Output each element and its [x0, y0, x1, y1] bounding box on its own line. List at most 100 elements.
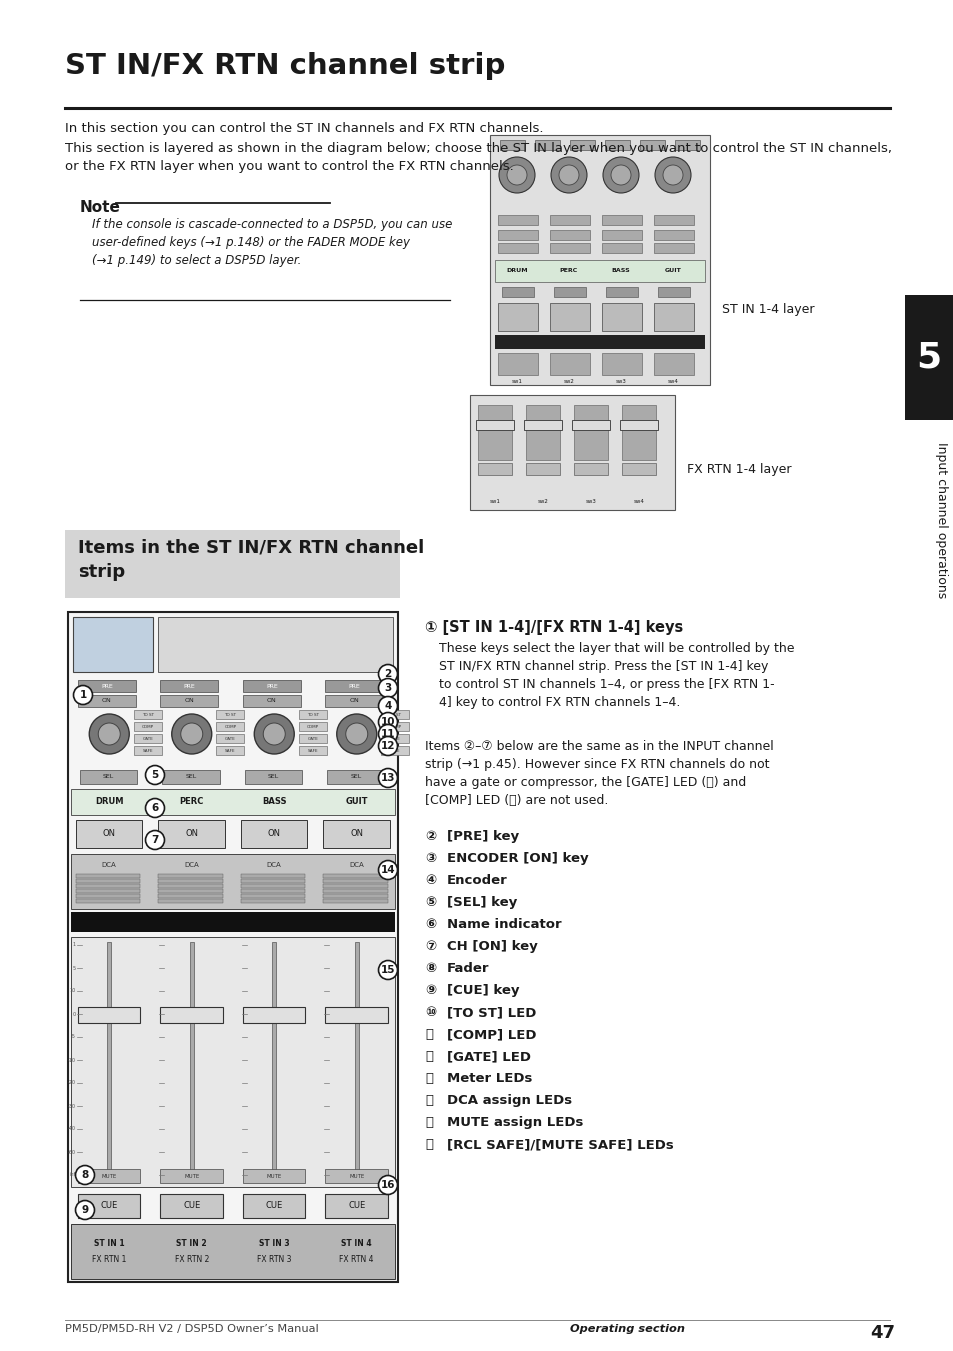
Circle shape: [378, 736, 397, 755]
Text: GATE: GATE: [225, 736, 235, 740]
FancyBboxPatch shape: [241, 884, 305, 888]
Text: 47: 47: [869, 1324, 894, 1342]
Text: ON: ON: [102, 698, 112, 704]
FancyBboxPatch shape: [476, 420, 514, 430]
FancyBboxPatch shape: [216, 746, 244, 755]
FancyBboxPatch shape: [243, 694, 300, 707]
Text: ON: ON: [349, 698, 359, 704]
FancyBboxPatch shape: [243, 1169, 305, 1183]
Text: ST IN 4: ST IN 4: [341, 1239, 372, 1248]
Circle shape: [610, 165, 630, 185]
Circle shape: [263, 723, 285, 744]
Text: 15: 15: [380, 965, 395, 975]
FancyBboxPatch shape: [298, 734, 327, 743]
FancyBboxPatch shape: [133, 734, 162, 743]
Text: -20: -20: [68, 1081, 76, 1085]
Text: SAFE: SAFE: [225, 748, 235, 753]
FancyBboxPatch shape: [619, 420, 658, 430]
FancyBboxPatch shape: [550, 243, 589, 253]
Text: 14: 14: [380, 865, 395, 875]
FancyBboxPatch shape: [216, 721, 244, 731]
FancyBboxPatch shape: [325, 1194, 388, 1219]
Circle shape: [655, 157, 690, 193]
Circle shape: [378, 678, 397, 697]
FancyBboxPatch shape: [654, 215, 693, 226]
Text: [CUE] key: [CUE] key: [447, 984, 519, 997]
FancyBboxPatch shape: [241, 820, 307, 848]
FancyBboxPatch shape: [535, 141, 559, 150]
Text: -10: -10: [68, 1058, 76, 1062]
Text: PRE: PRE: [266, 684, 277, 689]
Text: DCA: DCA: [267, 862, 281, 867]
Text: ⑭: ⑭: [424, 1094, 433, 1106]
FancyBboxPatch shape: [71, 912, 395, 932]
Text: DRUM: DRUM: [506, 269, 527, 273]
Text: Note: Note: [80, 200, 121, 215]
Circle shape: [602, 157, 639, 193]
Text: 8: 8: [81, 1170, 89, 1179]
Circle shape: [336, 713, 376, 754]
Text: This section is layered as shown in the diagram below; choose the ST IN layer wh: This section is layered as shown in the …: [65, 142, 891, 173]
FancyBboxPatch shape: [241, 880, 305, 884]
Text: Operating section: Operating section: [569, 1324, 684, 1333]
FancyBboxPatch shape: [569, 141, 595, 150]
Text: SEL: SEL: [351, 774, 361, 780]
Text: 5: 5: [72, 966, 76, 970]
Text: GUIT: GUIT: [664, 269, 680, 273]
Circle shape: [146, 766, 164, 785]
Text: 1: 1: [72, 943, 76, 947]
Text: PERC: PERC: [179, 797, 204, 807]
Text: Meter LEDs: Meter LEDs: [447, 1071, 532, 1085]
Text: 16: 16: [380, 1179, 395, 1190]
Text: sw1: sw1: [489, 499, 500, 504]
FancyBboxPatch shape: [675, 141, 700, 150]
FancyBboxPatch shape: [241, 898, 305, 902]
FancyBboxPatch shape: [604, 141, 629, 150]
FancyBboxPatch shape: [658, 286, 689, 297]
Text: sw2: sw2: [537, 499, 548, 504]
Text: CUE: CUE: [183, 1201, 200, 1210]
Text: FX RTN 3: FX RTN 3: [256, 1255, 292, 1265]
FancyBboxPatch shape: [162, 770, 220, 784]
FancyBboxPatch shape: [160, 680, 218, 692]
Text: ⑨: ⑨: [424, 984, 436, 997]
FancyBboxPatch shape: [78, 680, 135, 692]
FancyBboxPatch shape: [497, 230, 537, 240]
FancyBboxPatch shape: [158, 617, 393, 671]
FancyBboxPatch shape: [323, 820, 390, 848]
FancyBboxPatch shape: [76, 874, 140, 878]
Text: ST IN 1-4 layer: ST IN 1-4 layer: [721, 304, 814, 316]
Text: MUTE: MUTE: [184, 1174, 199, 1178]
Text: ST IN/FX RTN channel strip: ST IN/FX RTN channel strip: [65, 51, 505, 80]
FancyBboxPatch shape: [80, 770, 137, 784]
FancyBboxPatch shape: [325, 680, 383, 692]
Text: These keys select the layer that will be controlled by the
ST IN/FX RTN channel : These keys select the layer that will be…: [438, 642, 794, 709]
FancyBboxPatch shape: [158, 874, 223, 878]
FancyBboxPatch shape: [158, 889, 223, 893]
Circle shape: [498, 157, 535, 193]
FancyBboxPatch shape: [216, 734, 244, 743]
Circle shape: [558, 165, 578, 185]
FancyBboxPatch shape: [160, 1194, 223, 1219]
FancyBboxPatch shape: [158, 894, 223, 898]
FancyBboxPatch shape: [78, 694, 135, 707]
Text: 10: 10: [380, 717, 395, 727]
Text: -40: -40: [68, 1127, 76, 1132]
FancyBboxPatch shape: [243, 680, 300, 692]
FancyBboxPatch shape: [621, 463, 656, 476]
Text: 4: 4: [384, 701, 392, 711]
Text: ③: ③: [424, 852, 436, 865]
FancyBboxPatch shape: [550, 230, 589, 240]
FancyBboxPatch shape: [654, 353, 693, 376]
Text: inf: inf: [70, 1173, 76, 1178]
Text: sw4: sw4: [633, 499, 644, 504]
Text: PRE: PRE: [183, 684, 195, 689]
Text: COMP: COMP: [142, 724, 153, 728]
Text: [TO ST] LED: [TO ST] LED: [447, 1006, 536, 1019]
Circle shape: [75, 1166, 94, 1185]
FancyBboxPatch shape: [381, 734, 409, 743]
FancyBboxPatch shape: [574, 405, 607, 459]
FancyBboxPatch shape: [525, 405, 559, 459]
Text: CUE: CUE: [348, 1201, 365, 1210]
FancyBboxPatch shape: [601, 215, 641, 226]
